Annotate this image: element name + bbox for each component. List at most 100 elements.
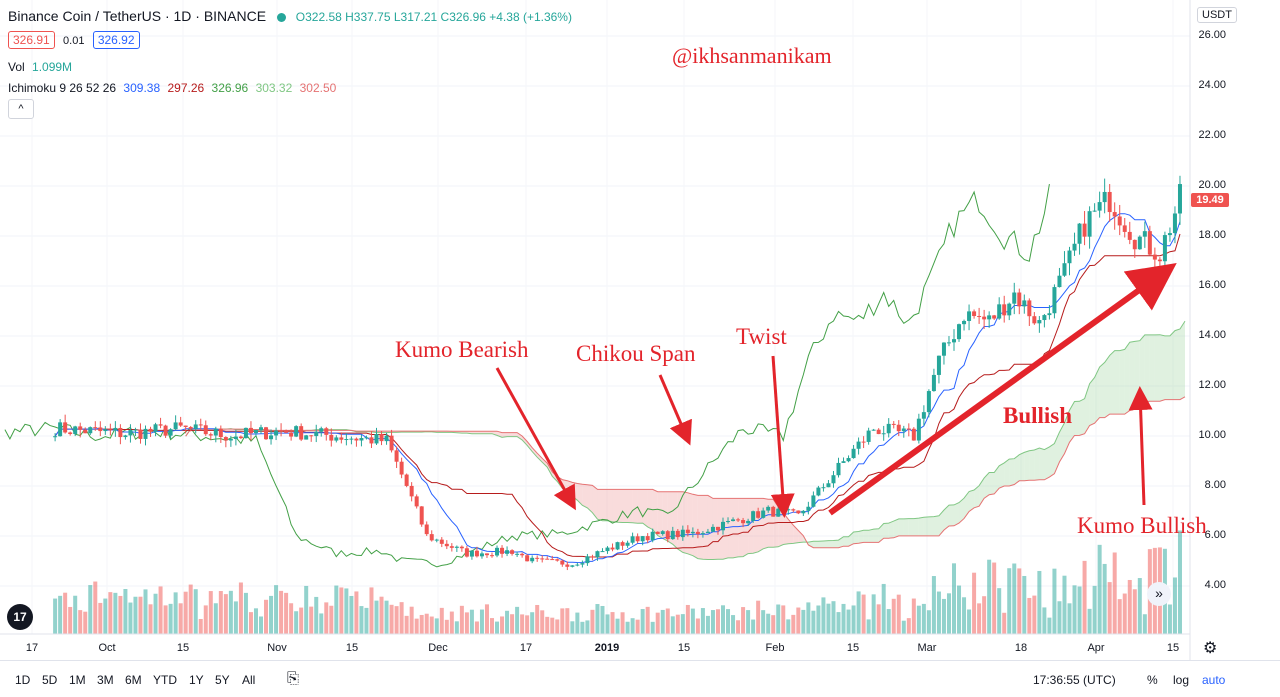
- candle-body: [390, 436, 394, 451]
- cloud-segment-bullish: [924, 517, 929, 536]
- candle-body: [189, 427, 193, 429]
- candle-body: [1017, 293, 1021, 307]
- price-tick-label: 4.00: [1205, 579, 1226, 591]
- candle-body: [897, 425, 901, 431]
- volume-bar: [138, 597, 142, 634]
- candle-body: [676, 531, 680, 537]
- currency-label[interactable]: USDT: [1197, 7, 1237, 23]
- price-tick-label: 14.00: [1198, 329, 1226, 341]
- volume-bar: [806, 602, 810, 634]
- volume-bar: [495, 622, 499, 634]
- volume-bar: [405, 616, 409, 634]
- volume-bar: [631, 618, 635, 634]
- candle-body: [1032, 316, 1036, 323]
- range-6m-button[interactable]: 6M: [125, 673, 142, 687]
- price-tick-label: 16.00: [1198, 279, 1226, 291]
- candle-body: [530, 558, 534, 561]
- auto-toggle[interactable]: auto: [1202, 673, 1225, 687]
- volume-bar: [364, 608, 368, 634]
- cloud-segment-bullish: [939, 510, 944, 536]
- volume-bar: [375, 601, 379, 634]
- volume-bar: [616, 619, 620, 634]
- range-5y-button[interactable]: 5Y: [215, 673, 230, 687]
- volume-bar: [842, 604, 846, 634]
- volume-bar: [776, 605, 780, 634]
- volume-bar: [1017, 568, 1021, 634]
- candle-body: [1113, 212, 1117, 216]
- volume-bar: [912, 599, 916, 634]
- candle-body: [495, 548, 499, 556]
- candle-body: [475, 551, 479, 557]
- volume-bar: [676, 615, 680, 634]
- candle-body: [234, 437, 238, 439]
- candle-body: [435, 540, 439, 541]
- candle-body: [400, 462, 404, 475]
- senkou-b-value: 302.50: [300, 81, 337, 95]
- candle-body: [485, 553, 489, 555]
- symbol-title[interactable]: Binance Coin / TetherUS · 1D · BINANCE: [8, 8, 266, 24]
- bid-price[interactable]: 326.91: [8, 31, 55, 49]
- volume-bar: [641, 609, 645, 634]
- volume-bar: [58, 596, 62, 634]
- utc-clock[interactable]: 17:36:55 (UTC): [1033, 673, 1116, 687]
- range-1d-button[interactable]: 1D: [15, 673, 30, 687]
- volume-bar: [706, 616, 710, 634]
- volume-bar: [515, 607, 519, 634]
- range-5d-button[interactable]: 5D: [42, 673, 57, 687]
- volume-bar: [214, 603, 218, 634]
- volume-bar: [425, 614, 429, 634]
- candle-body: [681, 530, 685, 537]
- candle-body: [947, 342, 951, 343]
- volume-bar: [907, 618, 911, 634]
- cloud-segment-bullish: [1180, 321, 1185, 400]
- volume-bar: [1118, 599, 1122, 634]
- range-1y-button[interactable]: 1Y: [189, 673, 204, 687]
- cloud-segment-bullish: [919, 517, 924, 536]
- volume-bar: [133, 597, 137, 634]
- candle-body: [1007, 304, 1011, 316]
- candle-body: [982, 317, 986, 320]
- candle-body: [169, 429, 173, 435]
- tradingview-logo[interactable]: 17: [7, 604, 33, 630]
- volume-bar: [78, 610, 82, 634]
- cloud-segment-bearish: [728, 498, 733, 557]
- date-range-icon[interactable]: ⎘: [287, 670, 299, 687]
- price-chart[interactable]: [0, 0, 1280, 660]
- scroll-to-realtime-button[interactable]: »: [1147, 582, 1171, 606]
- volume-bar: [164, 605, 168, 634]
- volume-bar: [887, 609, 891, 634]
- volume-bar: [344, 588, 348, 634]
- volume-legend[interactable]: Vol 1.099M: [8, 60, 72, 74]
- candle-body: [646, 536, 650, 540]
- volume-bar: [565, 608, 569, 634]
- candle-body: [987, 315, 991, 319]
- cloud-segment-bullish: [1100, 362, 1105, 417]
- candle-body: [244, 428, 248, 438]
- cloud-segment-bullish: [1049, 444, 1054, 478]
- collapse-legend-button[interactable]: ^: [8, 99, 34, 119]
- time-tick-label: Oct: [98, 642, 115, 654]
- volume-bar: [339, 587, 343, 634]
- gear-icon[interactable]: ⚙: [1203, 638, 1217, 658]
- volume-value: 1.099M: [32, 60, 72, 74]
- volume-bar: [595, 604, 599, 634]
- candle-body: [1163, 235, 1167, 261]
- volume-bar: [997, 588, 1001, 634]
- cloud-segment-bullish: [833, 540, 838, 548]
- range-3m-button[interactable]: 3M: [97, 673, 114, 687]
- cloud-segment-bullish: [1110, 351, 1115, 415]
- ichimoku-legend[interactable]: Ichimoku 9 26 52 26 309.38 297.26 326.96…: [8, 81, 336, 95]
- volume-bar: [540, 610, 544, 634]
- candle-body: [1108, 192, 1112, 212]
- log-toggle[interactable]: log: [1173, 673, 1189, 687]
- volume-bar: [927, 610, 931, 634]
- candle-body: [636, 536, 640, 541]
- range-1m-button[interactable]: 1M: [69, 673, 86, 687]
- candle-body: [977, 316, 981, 317]
- candle-body: [691, 532, 695, 533]
- range-all-button[interactable]: All: [242, 673, 255, 687]
- ask-price[interactable]: 326.92: [93, 31, 140, 49]
- range-ytd-button[interactable]: YTD: [153, 673, 177, 687]
- percent-toggle[interactable]: %: [1147, 673, 1158, 687]
- candle-body: [154, 424, 158, 431]
